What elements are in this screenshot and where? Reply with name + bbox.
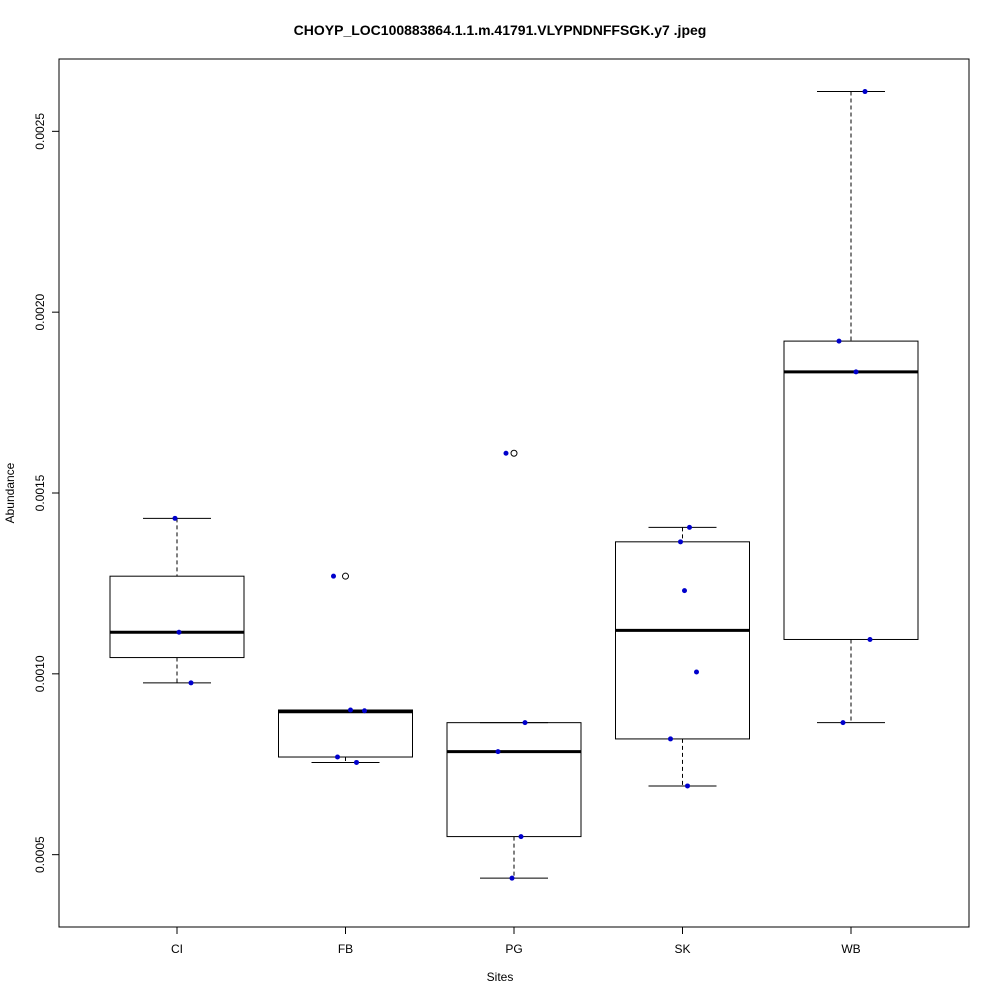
- data-point-fb: [348, 707, 353, 713]
- data-point-sk: [678, 539, 683, 545]
- x-axis: CI FB PG SK WB: [171, 926, 861, 956]
- y-tick-label: 0.0020: [33, 293, 47, 330]
- box-ci: [109, 517, 245, 684]
- x-tick-label: WB: [841, 942, 860, 956]
- chart-title: CHOYP_LOC100883864.1.1.m.41791.VLYPNDNFF…: [293, 22, 707, 38]
- data-point-wb: [867, 636, 873, 642]
- data-points: [172, 89, 873, 881]
- data-point-wb: [853, 369, 859, 375]
- data-point-ci: [172, 515, 178, 521]
- x-tick-label: SK: [674, 942, 690, 956]
- x-tick-label: CI: [171, 942, 183, 956]
- data-point-fb: [354, 759, 359, 765]
- y-tick-label: 0.0005: [33, 836, 47, 873]
- box-body: [109, 575, 245, 659]
- data-point-ci: [188, 680, 194, 686]
- x-tick-label: FB: [338, 942, 353, 956]
- data-point-pg: [522, 720, 528, 726]
- outlier-point: [510, 449, 518, 457]
- y-axis: 0.0005 0.0010 0.0015 0.0020 0.0025: [33, 113, 60, 873]
- box-fb: [278, 572, 413, 763]
- data-point-pg: [509, 875, 515, 881]
- y-tick-label: 0.0025: [33, 113, 47, 150]
- box-body: [278, 709, 413, 758]
- data-point-pg: [518, 834, 524, 840]
- outlier-point: [342, 572, 349, 580]
- data-point-pg: [495, 749, 501, 755]
- y-tick-label: 0.0010: [33, 655, 47, 692]
- box-body: [783, 340, 919, 640]
- boxes: [109, 91, 919, 879]
- data-point-fb: [331, 573, 336, 579]
- data-point-sk: [687, 524, 692, 530]
- box-wb: [783, 91, 919, 724]
- x-tick-label: PG: [505, 942, 522, 956]
- data-point-fb: [362, 708, 367, 714]
- data-point-wb: [862, 89, 868, 95]
- box-sk: [615, 526, 750, 787]
- data-point-sk: [685, 783, 690, 789]
- data-point-wb: [836, 338, 842, 344]
- box-body: [446, 722, 582, 838]
- data-point-ci: [176, 629, 182, 635]
- data-point-fb: [335, 754, 340, 760]
- box-pg: [446, 449, 582, 879]
- data-point-sk: [694, 669, 699, 675]
- box-body: [615, 541, 750, 740]
- plot-frame: [58, 58, 970, 928]
- y-tick-label: 0.0015: [33, 474, 47, 511]
- data-point-wb: [840, 720, 846, 726]
- x-axis-label: Sites: [486, 970, 514, 984]
- data-point-pg: [503, 450, 509, 456]
- data-point-sk: [682, 588, 687, 594]
- data-point-sk: [668, 736, 673, 742]
